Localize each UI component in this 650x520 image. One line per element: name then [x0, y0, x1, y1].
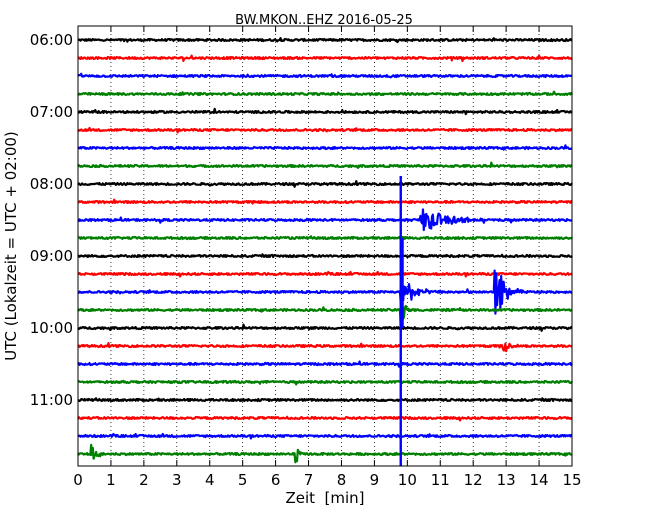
x-tick-label: 14	[530, 471, 549, 489]
x-tick-label: 11	[431, 471, 450, 489]
seismic-trace	[77, 72, 573, 79]
tick-layer: 0 1 2 3 4 5 6 7 8 9 10 11 12 13 14 1506:0007:0008:0009:…	[30, 26, 582, 489]
x-tick-label: 15	[562, 471, 581, 489]
seismic-trace	[77, 432, 573, 440]
y-tick-label: 06:00	[30, 31, 73, 49]
seismic-trace	[77, 342, 573, 353]
seismic-trace	[77, 54, 573, 63]
x-tick-label: 4	[205, 471, 215, 489]
x-tick-label: 6	[271, 471, 281, 489]
grid-layer	[110, 26, 540, 466]
y-tick-label: 10:00	[30, 319, 73, 337]
seismic-trace	[77, 107, 573, 116]
seismic-trace	[77, 270, 573, 278]
x-tick-label: 2	[139, 471, 149, 489]
plot-frame	[77, 25, 573, 467]
x-tick-label: 3	[172, 471, 182, 489]
seismic-trace	[77, 235, 573, 241]
seismic-trace	[77, 180, 573, 188]
seismic-trace	[77, 360, 573, 368]
seismic-trace	[77, 37, 573, 44]
seismic-trace	[77, 253, 573, 259]
trace-layer	[77, 37, 573, 466]
seismic-trace	[77, 323, 573, 332]
y-tick-label: 07:00	[30, 103, 73, 121]
y-tick-label: 08:00	[30, 175, 73, 193]
x-tick-label: 8	[337, 471, 347, 489]
seismic-trace	[77, 303, 573, 333]
y-tick-label: 09:00	[30, 247, 73, 265]
x-tick-label: 1	[106, 471, 116, 489]
x-tick-label: 9	[370, 471, 380, 489]
x-tick-label: 7	[304, 471, 314, 489]
chart-title: BW.MKON..EHZ 2016-05-25	[235, 13, 413, 28]
seismic-trace	[77, 126, 573, 134]
seismic-trace	[77, 208, 573, 232]
seismic-trace	[77, 379, 573, 386]
seismic-trace	[77, 144, 573, 151]
x-tick-label: 13	[497, 471, 516, 489]
seismic-trace	[77, 198, 573, 205]
seismic-trace	[77, 443, 573, 464]
seismic-trace	[77, 161, 573, 169]
seismic-trace	[77, 269, 573, 315]
x-tick-label: 5	[238, 471, 248, 489]
seismic-trace	[77, 415, 573, 422]
x-tick-label: 12	[464, 471, 483, 489]
y-axis-label: UTC (Lokalzeit = UTC + 02:00)	[2, 131, 20, 361]
y-tick-label: 11:00	[30, 391, 73, 409]
seismic-trace	[77, 90, 573, 97]
x-axis-label: Zeit [min]	[285, 489, 364, 507]
seismic-trace	[77, 397, 573, 403]
x-tick-label: 10	[398, 471, 417, 489]
x-tick-label: 0	[73, 471, 83, 489]
